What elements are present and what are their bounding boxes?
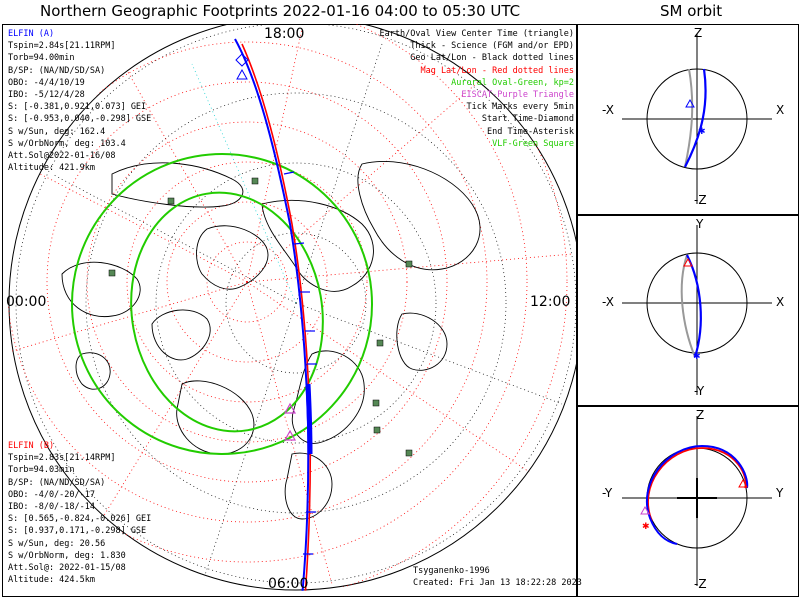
legend-item: End Time-Asterisk [487,126,574,137]
elfin-b-line: S: [0.565,-0.824,-0.026] GEI [8,514,152,525]
map-boundary [8,24,577,591]
orbit2-right-label: X [776,295,785,309]
svg-text:✱: ✱ [642,522,650,532]
legend-item: Auroral Oval-Green, kp=2 [451,77,574,88]
elfin-b-line: B/SP: (NA/ND/SD/SA) [8,477,106,488]
elfin-a-line: IBO: -5/12/4/28 [8,90,85,101]
legend-item: VLF-Green Square [492,138,574,149]
elfin-a-line: Att.Sol@2022-01-16/08 [8,151,116,162]
orbit2-top-label: Y [696,217,704,231]
orbit2-left-label: -X [602,295,614,309]
elfin-a-line: S w/OrbNorm, deg: 103.4 [8,138,126,149]
orbit2-bottom-label: -Y [694,384,705,398]
elfin-b-info: ELFIN (B) Tspin=2.83s[21.14RPM] Torb=94.… [8,440,151,586]
legend-item: Earth/Oval View Center Time (triangle) [379,29,574,39]
orbit1-left-label: -X [602,103,614,117]
elfin-b-line: Att.Sol@: 2022-01-15/08 [8,563,126,574]
elfin-a-info: ELFIN (A) Tspin=2.84s[21.11RPM] Torb=94.… [8,28,151,174]
orbit-plot-xz: ✱ [622,34,772,204]
legend-item: EISCAT-Purple Triangle [461,90,574,101]
start-diamond [235,53,249,67]
hour-label-left: 00:00 [6,294,47,310]
elfin-a-track [234,38,310,591]
vlf-stations [108,177,413,457]
polar-map [8,24,577,591]
elfin-a-line: OBO: -4/4/10/19 [8,77,85,88]
elfin-b-line: S w/Sun, deg: 20.56 [8,538,106,549]
orbit3-top-label: Z [696,408,705,422]
elfin-b-line: Torb=94.03min [8,465,75,476]
hour-label-top: 18:00 [264,26,305,42]
elfin-b-line: IBO: -8/0/-18/-14 [8,502,95,513]
elfin-a-line: S: [-0.381,0.921,0.073] GEI [8,102,147,113]
orbit3-left-label: -Y [602,486,613,500]
elfin-a-name: ELFIN (A) [8,29,55,39]
orbit-plot-yz: ✱ [622,416,772,586]
legend-item: Thick - Science (FGM and/or EPD) [410,41,574,52]
orbit-title: SM orbit [660,2,723,20]
elfin-b-line: OBO: -4/0/-20/-17 [8,489,95,500]
orbit-panel-xz [577,24,799,215]
legend-item: Tick Marks every 5min [466,102,574,113]
eiscat-markers [283,402,297,441]
legend-item: Geo Lat/Lon - Black dotted lines [410,53,574,64]
geo-grid [15,24,577,585]
map-panel [2,24,577,597]
svg-text:✱: ✱ [698,127,706,137]
orbit-plot-xy: ✱ [622,225,772,395]
orbit1-bottom-label: -Z [694,193,707,207]
orbit3-right-label: Y [776,486,784,500]
orbit-panel-xy [577,215,799,406]
elfin-a-science [305,383,313,455]
elfin-b-line: S: [0.937,0.171,-0.298] GSE [8,526,147,537]
elfin-a-line: Torb=94.00min [8,53,75,64]
elfin-a-line: Altitude: 421.9km [8,163,95,174]
elfin-b-name: ELFIN (B) [8,441,55,451]
elfin-b-line: S w/OrbNorm, deg: 1.830 [8,550,126,561]
orbit1-top-label: Z [694,26,703,40]
elfin-a-line: B/SP: (NA/ND/SD/SA) [8,65,106,76]
legend-item: Mag Lat/Lon - Red dotted lines [420,65,574,76]
map-title: Northern Geographic Footprints 2022-01-1… [40,2,521,20]
legend-item: Start Time-Diamond [481,114,574,125]
hour-label-right: 12:00 [530,294,571,310]
orbit1-right-label: X [776,103,785,117]
elfin-a-line: S w/Sun, deg: 162.4 [8,126,106,137]
orbit3-bottom-label: -Z [694,577,707,591]
legend: Earth/Oval View Center Time (triangle) T… [380,28,574,150]
auroral-oval [71,153,373,455]
hour-label-bottom: 06:00 [268,576,309,592]
model-credit: Tsyganenko-1996 [413,566,490,576]
created-credit: Created: Fri Jan 13 18:22:28 2023 [413,578,582,588]
elfin-b-line: Tspin=2.83s[21.14RPM] [8,453,116,464]
orbit-panel-yz [577,406,799,597]
view-center-triangle [236,68,248,80]
track-ticks [283,171,317,555]
elfin-a-line: S: [-0.953,0.040,-0.298] GSE [8,114,152,125]
elfin-b-line: Altitude: 424.5km [8,575,95,586]
svg-text:✱: ✱ [693,352,701,362]
elfin-a-line: Tspin=2.84s[21.11RPM] [8,41,116,52]
coastlines [61,160,481,520]
elfin-b-track [241,43,312,591]
